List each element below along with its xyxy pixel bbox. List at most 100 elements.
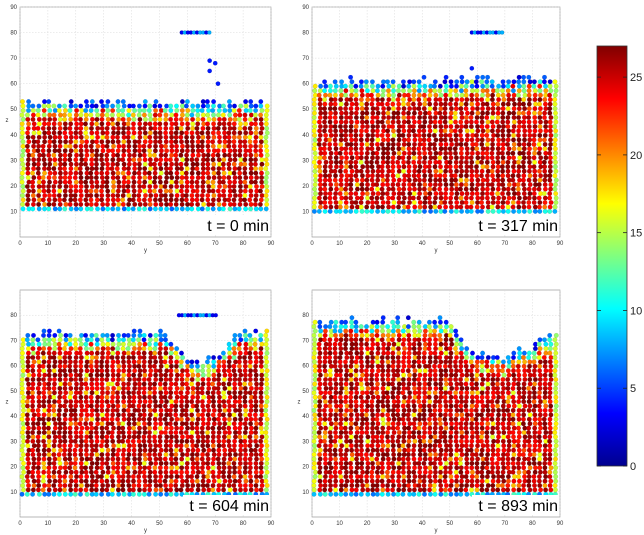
particle-field	[311, 74, 559, 214]
falling-particle	[207, 58, 212, 64]
y-tick-label: 30	[10, 158, 17, 164]
x-tick-label: 50	[156, 241, 163, 247]
y-tick-label: 30	[10, 439, 17, 445]
x-tick-label: 70	[502, 241, 509, 247]
y-tick-label: 80	[10, 313, 17, 319]
y-tick-label: 30	[302, 158, 309, 164]
y-tick-label: 70	[302, 56, 309, 62]
x-axis-label: y	[144, 528, 147, 534]
y-tick-label: 50	[302, 389, 309, 395]
x-tick-label: 0	[18, 521, 22, 527]
x-tick-label: 80	[529, 521, 536, 527]
x-axis-label: y	[435, 528, 438, 534]
colorbar-tick-label: 20	[630, 150, 642, 162]
y-tick-label: 40	[302, 414, 309, 420]
particle-field	[19, 99, 270, 212]
time-label-bg	[183, 495, 269, 515]
y-tick-label: 50	[10, 389, 17, 395]
x-tick-label: 40	[128, 521, 135, 527]
x-tick-label: 0	[310, 521, 314, 527]
y-tick-label: 60	[302, 364, 309, 370]
y-tick-label: 40	[302, 133, 309, 139]
y-tick-label: 40	[10, 133, 17, 139]
y-tick-label: 80	[10, 31, 17, 37]
y-tick-label: 20	[302, 465, 309, 471]
x-tick-label: 80	[240, 521, 247, 527]
y-tick-label: 10	[302, 209, 309, 215]
x-tick-label: 60	[474, 521, 481, 527]
falling-particle	[207, 68, 212, 74]
y-tick-label: 70	[10, 56, 17, 62]
x-tick-label: 90	[557, 241, 564, 247]
x-tick-label: 0	[18, 241, 22, 247]
x-tick-label: 30	[391, 241, 398, 247]
x-tick-label: 40	[419, 241, 426, 247]
x-tick-label: 60	[184, 241, 191, 247]
x-tick-label: 90	[268, 521, 275, 527]
x-tick-label: 20	[72, 241, 79, 247]
time-label: t = 893 min	[478, 498, 558, 515]
x-tick-label: 50	[446, 521, 453, 527]
particle-bar	[179, 30, 212, 35]
x-tick-label: 90	[268, 241, 275, 247]
colorbar-gradient	[596, 45, 628, 467]
particle-bar	[469, 30, 505, 35]
x-tick-label: 60	[474, 241, 481, 247]
y-tick-label: 70	[302, 338, 309, 344]
y-tick-label: 60	[10, 364, 17, 370]
colorbar: 0 5 10 15 20 25	[596, 45, 642, 473]
y-tick-label: 20	[10, 465, 17, 471]
x-axis-label: y	[435, 248, 438, 254]
y-axis-label: z	[298, 400, 301, 406]
falling-particle	[215, 81, 221, 87]
x-tick-label: 20	[72, 521, 79, 527]
falling-particle	[469, 65, 475, 71]
x-tick-label: 40	[128, 241, 135, 247]
x-tick-label: 0	[310, 241, 314, 247]
panel-1: 0 10 20 30 40 50 60 70 80 90 10 20 30 40 50 60 70 80 90 y z t…	[6, 5, 275, 254]
x-tick-label: 30	[391, 521, 398, 527]
x-tick-label: 40	[419, 521, 426, 527]
time-label: t = 604 min	[189, 498, 269, 515]
y-tick-label: 50	[302, 107, 309, 113]
y-tick-label: 10	[302, 490, 309, 496]
y-tick-label: 90	[302, 5, 309, 11]
y-tick-label: 80	[302, 31, 309, 37]
x-tick-label: 30	[100, 521, 107, 527]
y-tick-label: 20	[10, 184, 17, 190]
x-tick-label: 80	[240, 241, 247, 247]
panel-2: 0 10 20 30 40 50 60 70 80 90 10 20 30 40 50 60 70 80 90 y t …	[302, 5, 564, 254]
particle-field	[311, 315, 559, 497]
x-tick-label: 70	[502, 521, 509, 527]
y-tick-label: 60	[10, 82, 17, 88]
x-axis-label: y	[144, 248, 147, 254]
colorbar-tick-label: 5	[630, 383, 636, 395]
y-tick-label: 30	[302, 439, 309, 445]
x-tick-label: 30	[100, 241, 107, 247]
y-tick-label: 10	[10, 209, 17, 215]
x-tick-label: 20	[364, 241, 371, 247]
particle-field	[19, 328, 270, 497]
colorbar-tick-label: 25	[630, 72, 642, 84]
y-tick-label: 80	[302, 313, 309, 319]
panel-4: 0 10 20 30 40 50 60 70 80 90 10 20 30 40 50 60 70 80 y z t =…	[298, 289, 564, 534]
y-tick-label: 60	[302, 82, 309, 88]
y-tick-label: 50	[10, 107, 17, 113]
y-tick-label: 70	[10, 338, 17, 344]
x-tick-label: 70	[212, 521, 219, 527]
x-tick-label: 10	[45, 521, 52, 527]
falling-particle	[212, 60, 218, 66]
x-tick-label: 10	[336, 521, 343, 527]
y-tick-label: 90	[10, 5, 17, 11]
colorbar-tick-label: 10	[630, 305, 642, 317]
x-tick-label: 20	[364, 521, 371, 527]
time-label: t = 317 min	[478, 218, 558, 235]
time-label-bg	[183, 215, 269, 235]
time-label-bg	[472, 495, 558, 515]
y-tick-label: 10	[10, 490, 17, 496]
time-label-bg	[472, 215, 558, 235]
x-tick-label: 50	[446, 241, 453, 247]
x-tick-label: 70	[212, 241, 219, 247]
y-tick-label: 40	[10, 414, 17, 420]
